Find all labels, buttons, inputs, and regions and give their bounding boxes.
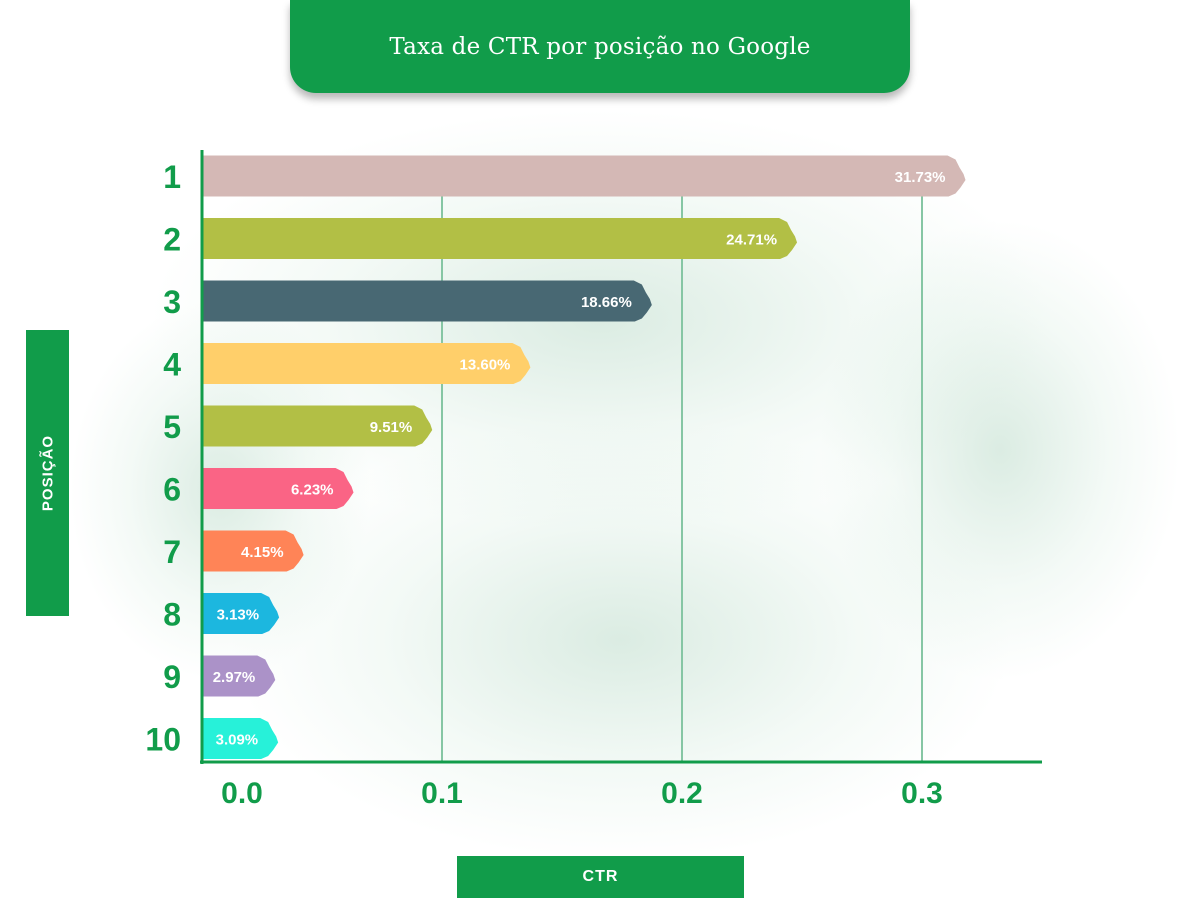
category-label-7: 7 <box>163 534 181 570</box>
bar-2 <box>202 218 798 259</box>
bar-3 <box>202 280 652 322</box>
data-label-10: 3.09% <box>216 732 259 749</box>
x-axis-label-box: CTR <box>457 856 744 898</box>
data-label-7: 4.15% <box>241 544 284 561</box>
category-label-9: 9 <box>163 659 181 695</box>
bar-4 <box>202 343 531 384</box>
bar-9 <box>202 655 276 697</box>
bar-8 <box>202 593 280 634</box>
data-label-3: 18.66% <box>581 294 632 311</box>
chart-title-banner: Taxa de CTR por posição no Google <box>290 0 910 93</box>
data-label-1: 31.73% <box>895 169 946 186</box>
bar-10 <box>202 718 279 759</box>
x-tick-label-3: 0.3 <box>901 777 943 810</box>
category-label-10: 10 <box>145 722 181 758</box>
category-label-5: 5 <box>163 409 181 445</box>
bar-5 <box>202 405 433 447</box>
y-axis-label-box: POSIÇÃO <box>26 330 69 616</box>
category-label-8: 8 <box>163 597 181 633</box>
data-label-6: 6.23% <box>291 482 334 499</box>
category-label-2: 2 <box>163 222 181 258</box>
category-label-3: 3 <box>163 284 181 320</box>
category-label-1: 1 <box>163 159 181 195</box>
data-label-2: 24.71% <box>726 232 777 249</box>
x-tick-label-0: 0.0 <box>221 777 263 810</box>
x-tick-label-1: 0.1 <box>421 777 463 810</box>
data-label-9: 2.97% <box>213 669 256 686</box>
chart-title: Taxa de CTR por posição no Google <box>389 33 811 60</box>
data-label-4: 13.60% <box>460 357 511 374</box>
x-tick-label-2: 0.2 <box>661 777 703 810</box>
category-label-4: 4 <box>163 347 181 383</box>
bar-7 <box>202 530 304 572</box>
data-label-8: 3.13% <box>217 607 260 624</box>
x-axis-label: CTR <box>582 868 619 885</box>
bar-1 <box>202 155 966 197</box>
bar-6 <box>202 468 354 509</box>
category-label-6: 6 <box>163 472 181 508</box>
data-label-5: 9.51% <box>370 419 413 436</box>
